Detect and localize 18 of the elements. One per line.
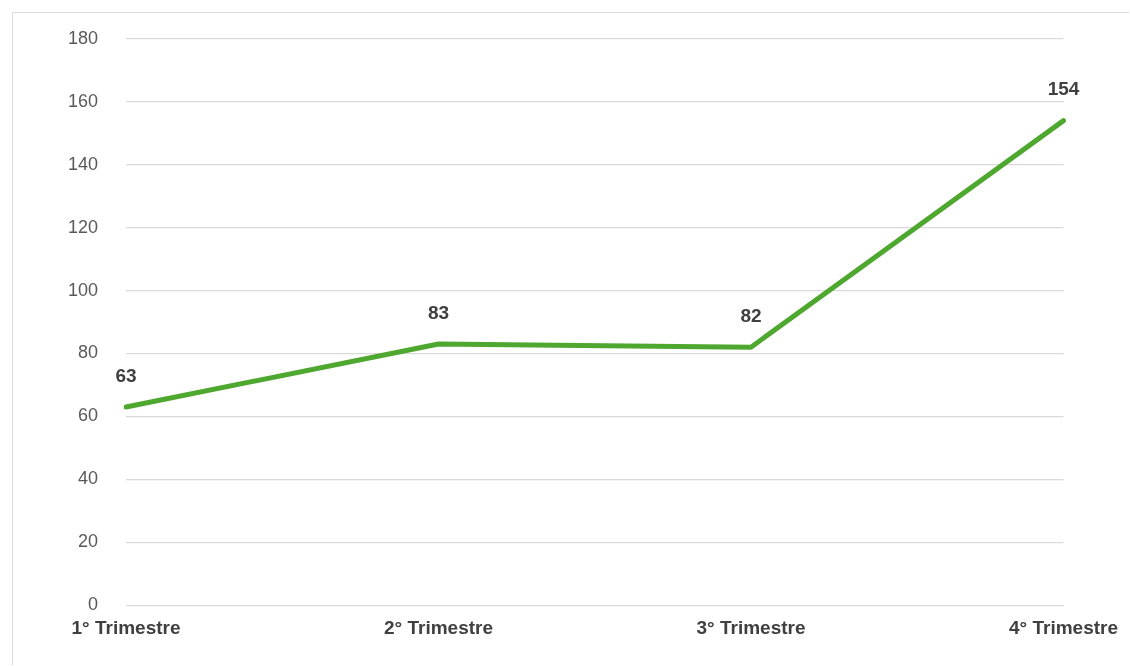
data-label: 63	[115, 364, 137, 386]
y-tick-label: 160	[67, 90, 99, 111]
x-tick-label: 1° Trimestre	[71, 616, 181, 638]
y-tick-label: 60	[78, 405, 99, 426]
x-tick-label: 3° Trimestre	[696, 616, 806, 638]
y-tick-label: 180	[67, 27, 99, 48]
y-tick-label: 20	[78, 531, 99, 552]
data-label: 83	[427, 301, 450, 323]
y-tick-label: 140	[67, 153, 99, 174]
data-label: 82	[740, 304, 762, 326]
y-tick-label: 80	[78, 342, 99, 363]
y-tick-label: 100	[67, 279, 99, 300]
x-tick-label: 2° Trimestre	[384, 616, 494, 638]
y-tick-label: 120	[67, 216, 99, 237]
x-tick-label: 4° Trimestre	[1009, 616, 1118, 638]
y-tick-label: 40	[78, 468, 99, 489]
y-tick-label: 0	[88, 594, 99, 615]
data-label: 154	[1047, 78, 1080, 100]
